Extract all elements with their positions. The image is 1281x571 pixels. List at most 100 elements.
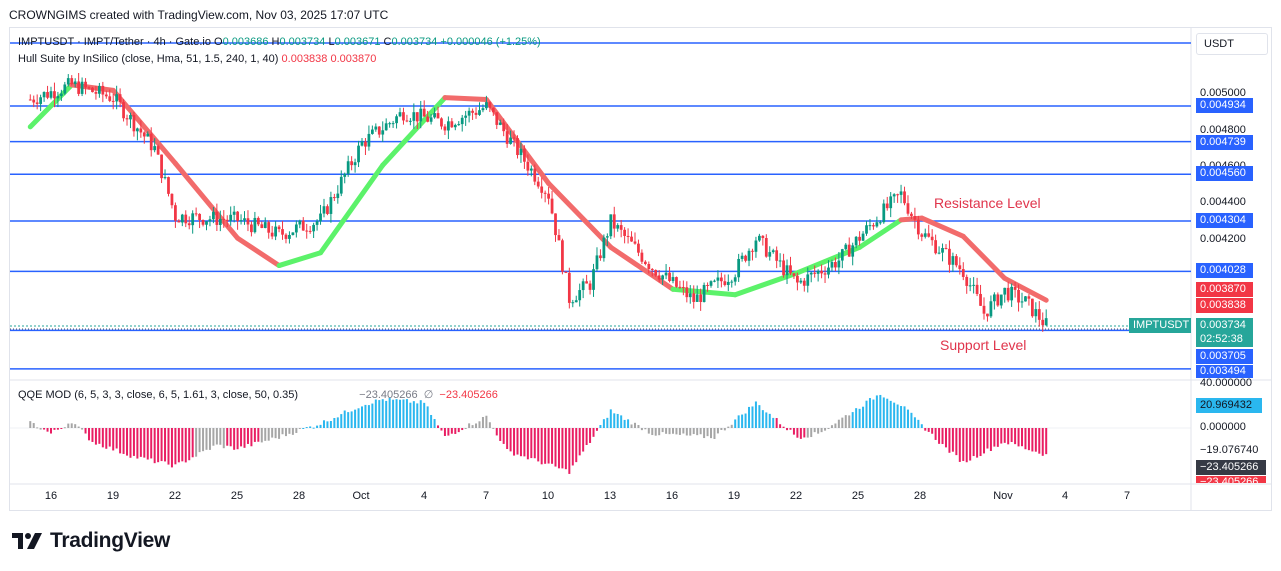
currency-button[interactable]: USDT	[1196, 33, 1268, 55]
x-axis-label: 4	[1061, 490, 1069, 502]
candle-body	[422, 108, 426, 117]
candle-body	[654, 270, 658, 276]
qqe-bar	[430, 414, 433, 428]
candlestick-series	[28, 73, 1048, 332]
qqe-bar	[257, 428, 260, 442]
qqe-bar	[1045, 428, 1048, 455]
qqe-bar	[734, 419, 737, 428]
candle-body	[502, 122, 506, 132]
support-level-label: Support Level	[940, 337, 1027, 353]
candle-body	[564, 271, 568, 273]
tradingview-brand[interactable]: TradingView	[12, 529, 170, 553]
candle-body	[844, 244, 848, 250]
qqe-bar	[405, 399, 408, 428]
candle-body	[986, 313, 989, 317]
symbol-legend[interactable]: IMPTUSDT · IMPT/Tether · 4h · Gate.io O0…	[18, 36, 541, 48]
qqe-bar	[855, 408, 858, 428]
qqe-bar	[754, 401, 757, 428]
qqe-bar	[170, 428, 173, 468]
qqe-bar	[1017, 428, 1020, 447]
qqe-bar	[765, 412, 768, 428]
qqe-bar	[84, 428, 87, 434]
candle-body	[554, 213, 557, 236]
qqe-bar	[240, 428, 243, 447]
qqe-bar	[658, 428, 661, 436]
qqe-bar	[253, 428, 256, 442]
hull-legend[interactable]: Hull Suite by InSilico (close, Hma, 51, …	[18, 53, 376, 65]
candle-body	[208, 219, 212, 222]
symbol-name: IMPTUSDT · IMPT/Tether · 4h · Gate.io	[18, 36, 211, 48]
qqe-bar	[893, 402, 896, 428]
qqe-bar	[813, 428, 816, 433]
hull-upper-tag: 0.003870	[1196, 282, 1253, 297]
candle-body	[709, 281, 713, 286]
qqe-bar	[848, 415, 851, 428]
candle-body	[149, 133, 153, 151]
ohlc-l-label: L	[328, 36, 335, 48]
candle-body	[167, 177, 170, 194]
qqe-bar	[875, 395, 878, 428]
qqe-bar	[979, 428, 982, 457]
qqe-bar	[191, 428, 194, 458]
qqe-bar	[623, 419, 626, 428]
candle-body	[343, 173, 347, 177]
qqe-bar	[506, 428, 509, 450]
candle-body	[53, 91, 56, 99]
qqe-bar	[896, 404, 899, 428]
qqe-bar	[699, 428, 702, 435]
qqe-bar	[291, 428, 294, 435]
qqe-bar	[164, 428, 167, 462]
qqe-bar	[143, 428, 146, 458]
candle-body	[937, 252, 941, 254]
qqe-bar	[381, 399, 384, 428]
qqe-bar	[675, 428, 678, 435]
candle-body	[505, 131, 509, 144]
candle-body	[1006, 287, 1010, 301]
candle-body	[398, 112, 402, 117]
qqe-legend[interactable]: QQE MOD (6, 5, 3, 3, close, 6, 5, 1.61, …	[18, 388, 498, 401]
qqe-bar	[519, 428, 522, 457]
candle-body	[374, 126, 378, 130]
hull-lower-tag: 0.003838	[1196, 298, 1253, 313]
qqe-bar	[274, 428, 277, 439]
qqe-bar	[868, 398, 871, 428]
qqe-bar	[599, 425, 602, 428]
qqe-bar	[416, 403, 419, 428]
qqe-bar	[457, 428, 460, 433]
candle-body	[453, 124, 457, 128]
qqe-axis-lower: −19.076740	[1200, 444, 1259, 456]
qqe-bar	[215, 428, 218, 445]
qqe-bar	[630, 424, 633, 428]
price-axis-label: 0.004200	[1200, 233, 1246, 245]
candle-body	[322, 206, 326, 214]
qqe-bar	[347, 412, 350, 428]
x-axis-label: 7	[482, 490, 490, 502]
qqe-bar	[751, 406, 754, 428]
qqe-bar	[208, 428, 211, 450]
qqe-bar	[727, 426, 730, 428]
qqe-bar	[56, 428, 59, 430]
hull-value-2: 0.003870	[330, 53, 377, 65]
qqe-bar	[219, 428, 222, 445]
qqe-bar	[46, 428, 49, 432]
qqe-bar	[94, 428, 97, 445]
candle-body	[160, 154, 163, 179]
ohlc-low: 0.003671	[334, 36, 381, 48]
qqe-bar	[830, 425, 833, 428]
candle-body	[982, 305, 986, 314]
qqe-bar	[844, 415, 847, 428]
qqe-bar	[392, 399, 395, 428]
candle-body	[447, 121, 450, 131]
qqe-bar	[233, 428, 236, 450]
hull-segment	[442, 95, 489, 102]
qqe-value-2: −23.405266	[439, 389, 498, 401]
qqe-bar	[364, 404, 367, 428]
qqe-bar	[672, 428, 674, 434]
candle-body	[809, 272, 813, 275]
candle-body	[281, 229, 284, 235]
qqe-bar	[886, 398, 889, 428]
candle-body	[263, 222, 267, 228]
candle-body	[450, 121, 454, 128]
candle-body	[129, 115, 132, 120]
